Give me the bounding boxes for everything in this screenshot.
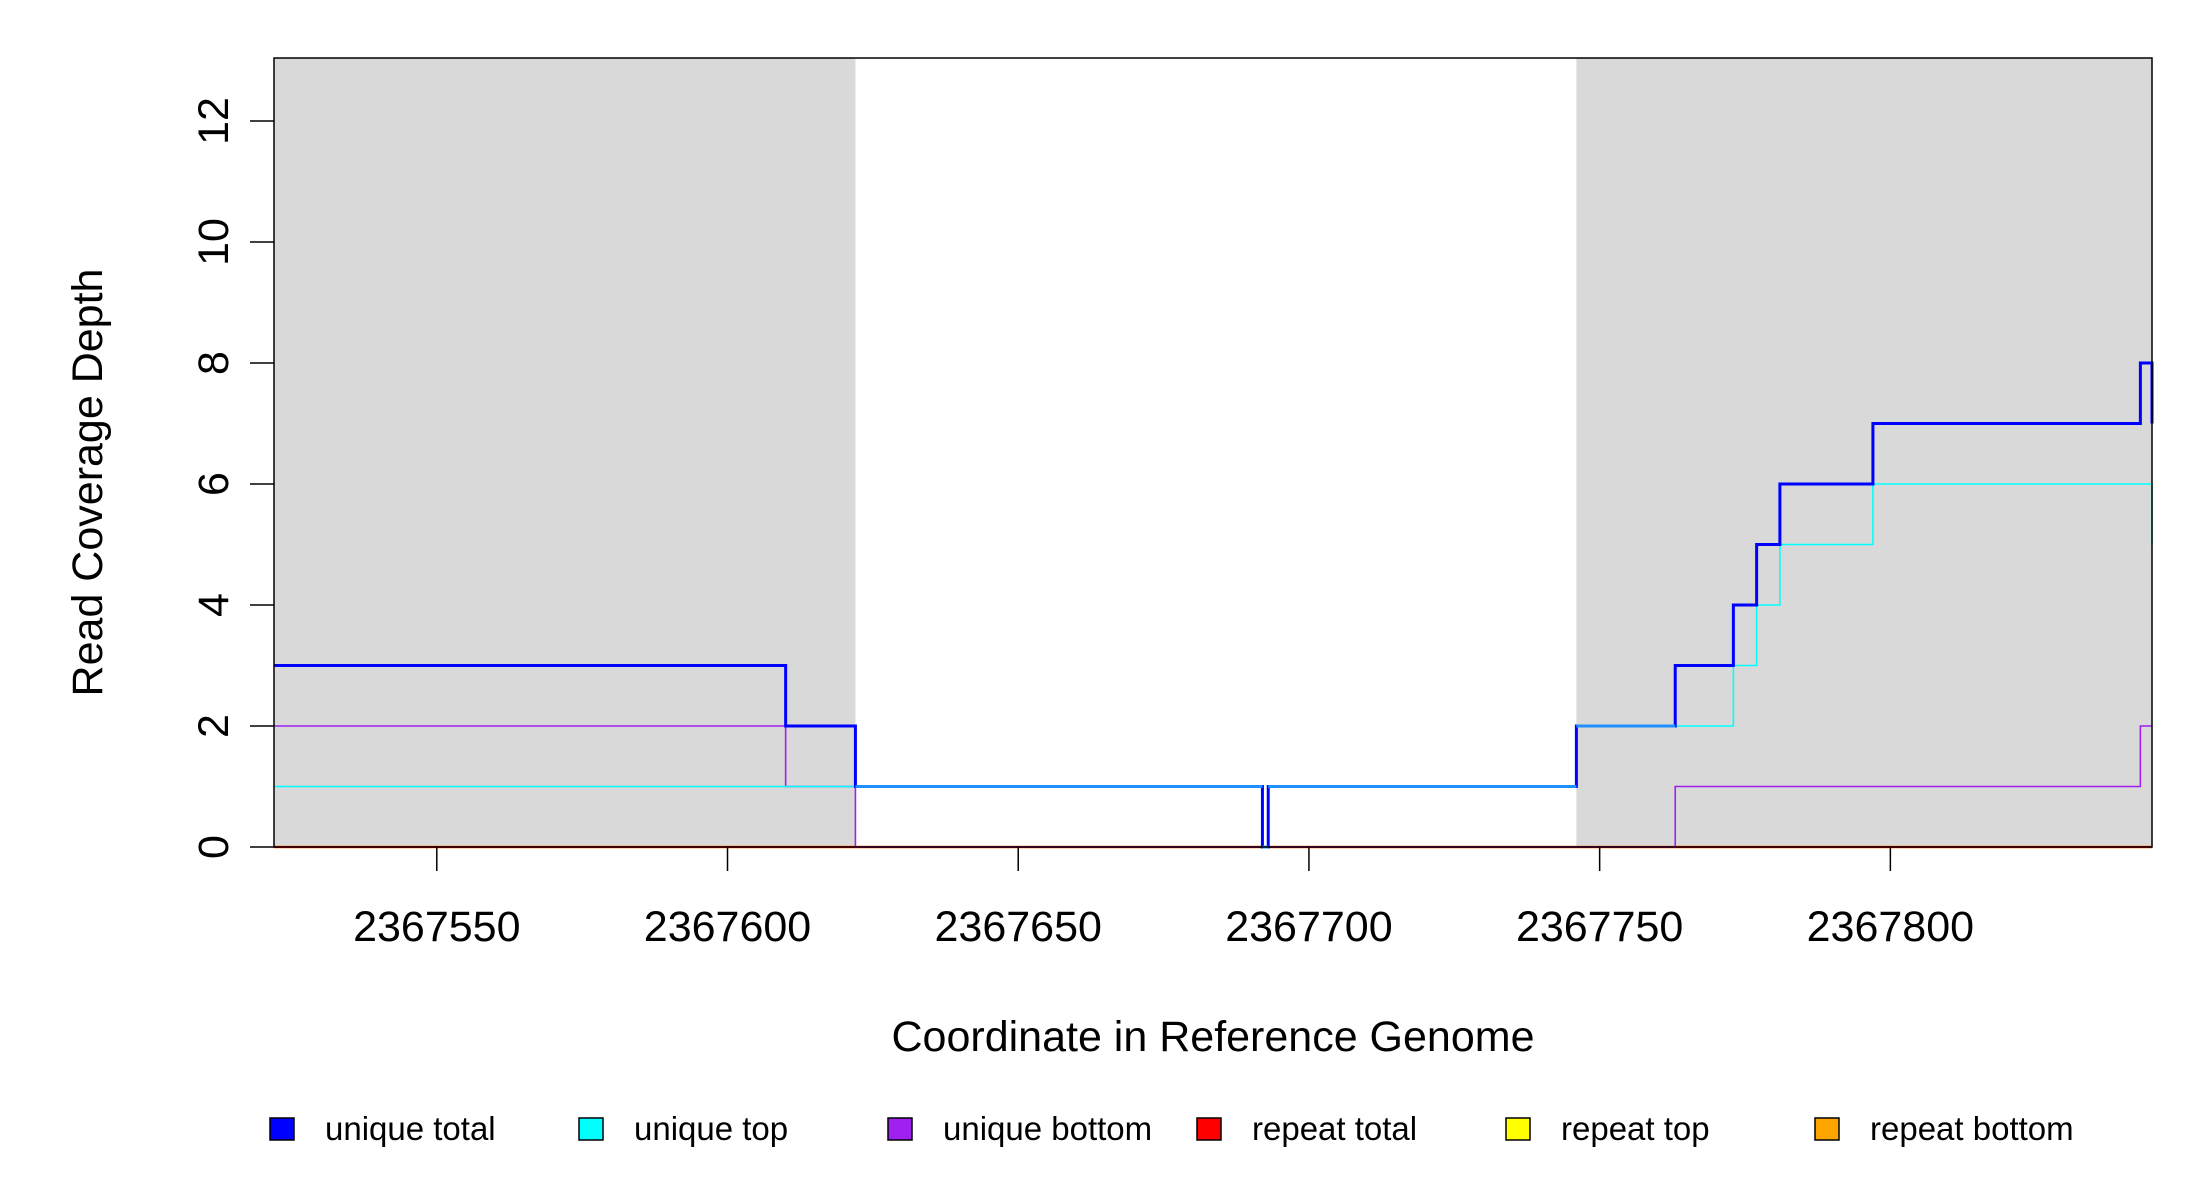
y-tick-label: 12 <box>190 97 238 145</box>
x-tick-label: 2367800 <box>1807 903 1974 951</box>
legend-swatch-unique-total <box>269 1117 295 1141</box>
legend: unique total unique top unique bottom repea… <box>269 1110 2074 1147</box>
plot-frame <box>273 57 2153 848</box>
y-tick-label: 10 <box>190 218 238 266</box>
shaded-region-2 <box>1576 58 2152 847</box>
shaded-region-1 <box>274 58 856 847</box>
y-tick-label: 4 <box>190 593 238 617</box>
x-tick-label: 2367550 <box>353 903 520 951</box>
x-tick-label: 2367600 <box>644 903 811 951</box>
y-tick-label: 0 <box>190 835 238 859</box>
y-tick-label: 6 <box>190 472 238 496</box>
y-tick-label: 8 <box>190 351 238 375</box>
y-axis: 0 2 4 6 8 10 12 <box>190 97 274 859</box>
y-tick-label: 2 <box>190 714 238 738</box>
legend-swatch-repeat-top <box>1505 1117 1531 1141</box>
y-axis-title: Read Coverage Depth <box>64 269 112 697</box>
legend-label-repeat-top: repeat top <box>1561 1110 1710 1147</box>
legend-swatch-unique-bottom <box>887 1117 913 1141</box>
series-line-unique-total <box>274 361 2154 849</box>
x-tick-label: 2367650 <box>935 903 1102 951</box>
legend-swatch-repeat-bottom <box>1814 1117 1840 1141</box>
legend-label-unique-bottom: unique bottom <box>943 1110 1152 1147</box>
legend-label-repeat-total: repeat total <box>1252 1110 1417 1147</box>
legend-label-repeat-bottom: repeat bottom <box>1870 1110 2074 1147</box>
legend-swatch-repeat-total <box>1196 1117 1222 1141</box>
x-axis: 2367550 2367600 2367650 2367700 2367750 23678… <box>353 847 1974 951</box>
legend-label-unique-total: unique total <box>325 1110 496 1147</box>
x-tick-label: 2367700 <box>1225 903 1392 951</box>
legend-swatch-unique-top <box>578 1117 604 1141</box>
legend-label-unique-top: unique top <box>634 1110 788 1147</box>
x-axis-title: Coordinate in Reference Genome <box>892 1013 1535 1061</box>
shaded-regions <box>274 58 2152 847</box>
x-tick-label: 2367750 <box>1516 903 1683 951</box>
